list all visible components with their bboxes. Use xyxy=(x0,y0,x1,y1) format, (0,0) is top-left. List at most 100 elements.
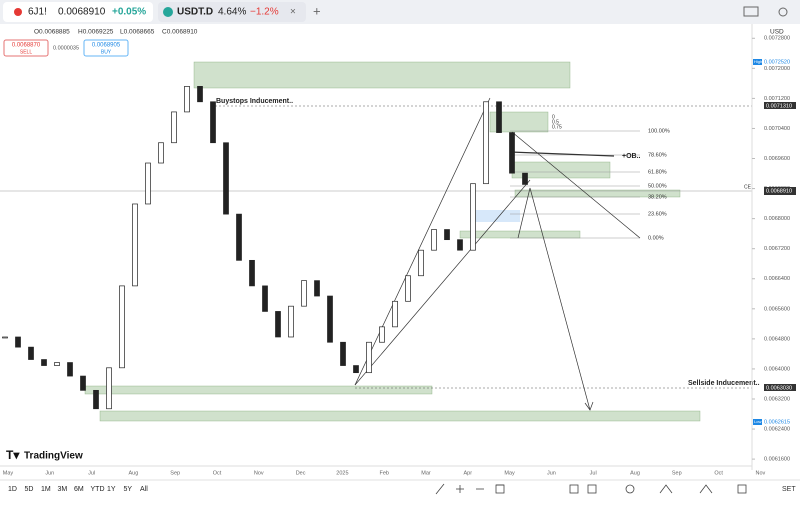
fib-label: 23.60% xyxy=(648,211,667,217)
timeframe-button[interactable]: 6M xyxy=(74,486,84,493)
drawing-tools xyxy=(435,483,747,495)
axis-tag: High xyxy=(754,59,762,64)
axis-tag: 0.0063030 xyxy=(766,385,792,391)
y-tick-label: 0.0061600 xyxy=(764,457,790,463)
y-tick-label: 0.0070400 xyxy=(764,126,790,132)
x-tick-label: May xyxy=(504,470,515,476)
x-tick-label: Dec xyxy=(296,470,306,476)
zone xyxy=(489,111,549,133)
fib-lines xyxy=(510,130,640,239)
candle-body xyxy=(67,362,73,377)
x-tick-label: Aug xyxy=(129,470,139,476)
zone xyxy=(459,230,581,239)
annotation: Sellside Inducement.. xyxy=(688,380,760,387)
candle-body xyxy=(392,300,398,328)
candle-body xyxy=(119,285,125,369)
new-tab[interactable]: + xyxy=(313,3,321,18)
tag-box xyxy=(753,59,762,65)
candle-body xyxy=(457,239,463,251)
timeframe-button[interactable]: 1D xyxy=(8,486,17,493)
timeframes: 1D 5D 1M 3M 6M YTD 1Y 5Y All xyxy=(8,486,148,493)
x-tick-label: Apr xyxy=(464,470,473,476)
y-tick-label: 0.0064800 xyxy=(764,336,790,342)
fib-labels: 100.00% 78.60% 61.80% 50.00% 38.20% 23.60% 0.0… xyxy=(648,128,670,241)
y-tick-label: 0.0068000 xyxy=(764,216,790,222)
y-tick-label: 0.0062400 xyxy=(764,426,790,432)
zone xyxy=(470,210,520,222)
y-tick-label: 0.0069600 xyxy=(764,156,790,162)
fib-label: 78.60% xyxy=(648,152,667,158)
timeframe-button[interactable]: All xyxy=(140,486,148,493)
fib-label: 0.5 xyxy=(552,119,559,125)
time-axis: May Jun Jul Aug Sep Oct Nov Dec 2025 Feb Mar Apr May… xyxy=(3,470,766,476)
x-tick-label: Sep xyxy=(672,470,682,476)
ohlc-close: C0.0068910 xyxy=(162,29,198,36)
sell-button[interactable] xyxy=(3,39,49,57)
candle-body xyxy=(470,183,476,251)
annotation: Buystops Inducement.. xyxy=(216,98,293,105)
candle-body xyxy=(379,326,385,343)
candle-body xyxy=(171,111,177,144)
y-tick-label: 0.0067200 xyxy=(764,246,790,252)
candle-body xyxy=(522,172,528,185)
fib-label: 0.00% xyxy=(648,235,664,241)
x-tick-label: Mar xyxy=(421,470,431,476)
axis-tag: Low xyxy=(754,419,761,424)
y-tick-label: 0.0066400 xyxy=(764,276,790,282)
candle-body xyxy=(158,142,164,164)
timeframe-button[interactable]: 1Y xyxy=(107,486,116,493)
coin-icon xyxy=(163,7,173,17)
tab-change: −1.2% xyxy=(250,7,279,18)
tag-box xyxy=(764,384,796,391)
menu-icon[interactable] xyxy=(778,7,788,17)
candle-body xyxy=(418,249,424,277)
candle-body xyxy=(210,101,216,144)
candle-body xyxy=(28,346,34,360)
fib-label: 0 xyxy=(552,114,555,120)
candle-body xyxy=(314,280,320,297)
tab[interactable] xyxy=(3,2,153,22)
timeframe-button[interactable]: YTD xyxy=(91,486,105,493)
timeframe-button[interactable]: 3M xyxy=(58,486,68,493)
x-tick-label: Nov xyxy=(756,470,766,476)
candle-body xyxy=(483,101,489,185)
candle-body xyxy=(301,280,307,307)
settings-button[interactable]: SET xyxy=(782,486,796,493)
candle-body xyxy=(275,311,281,338)
candle-body xyxy=(15,336,21,348)
layout-icon[interactable] xyxy=(743,6,759,17)
x-tick-label: May xyxy=(3,470,14,476)
annotation: +OB.. xyxy=(622,153,641,160)
y-tick-label: 0.0064000 xyxy=(764,366,790,372)
x-tick-label: Oct xyxy=(714,470,723,476)
buy-button[interactable] xyxy=(83,39,129,57)
timeframe-button[interactable]: 5Y xyxy=(124,486,133,493)
candle-body xyxy=(197,86,203,103)
x-tick-label: Jun xyxy=(45,470,54,476)
candle-body xyxy=(106,367,112,410)
flag-icon xyxy=(14,8,22,16)
tab[interactable] xyxy=(158,2,306,22)
x-tick-label: Jun xyxy=(547,470,556,476)
timeframe-button[interactable]: 5D xyxy=(25,486,34,493)
tag-box xyxy=(753,419,762,425)
candle-body xyxy=(327,295,333,343)
timeframe-button[interactable]: 1M xyxy=(41,486,51,493)
axis-tag: 0.0071310 xyxy=(766,103,792,109)
candle-body xyxy=(2,336,8,339)
mini-fib-labels: 00.50.75 xyxy=(552,114,562,130)
ohlc-open: O0.0068885 xyxy=(34,29,70,36)
spread: 0.0000035 xyxy=(53,45,79,51)
tab-close[interactable]: × xyxy=(290,7,296,18)
x-tick-label: Sep xyxy=(170,470,180,476)
candle-body xyxy=(288,305,294,338)
y-tick-label: 0.0063200 xyxy=(764,396,790,402)
tag-box xyxy=(764,102,796,109)
candle-body xyxy=(340,341,346,366)
tab-price: 4.64% xyxy=(218,7,246,18)
sell-price: 0.0068870 xyxy=(12,43,41,49)
logo-mark: T▾ xyxy=(6,448,20,462)
buy-label: BUY xyxy=(101,49,112,55)
candles xyxy=(2,86,528,410)
axis-tag: 0.0062615 xyxy=(764,419,790,425)
